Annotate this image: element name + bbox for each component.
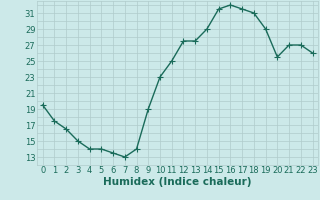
X-axis label: Humidex (Indice chaleur): Humidex (Indice chaleur) (103, 177, 252, 187)
